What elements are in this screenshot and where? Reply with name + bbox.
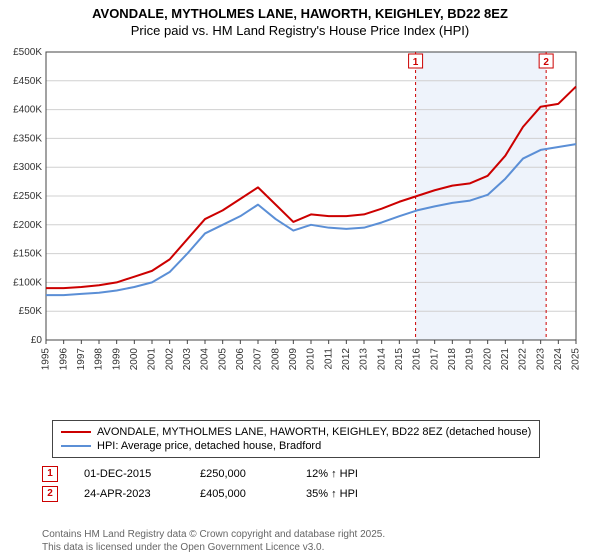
title-line-1: AVONDALE, MYTHOLMES LANE, HAWORTH, KEIGH… [0, 6, 600, 23]
svg-text:2020: 2020 [482, 348, 493, 371]
svg-text:2010: 2010 [306, 348, 317, 371]
svg-text:2003: 2003 [182, 348, 193, 371]
legend-label: AVONDALE, MYTHOLMES LANE, HAWORTH, KEIGH… [97, 426, 531, 438]
svg-text:2021: 2021 [500, 348, 511, 371]
svg-text:1: 1 [413, 57, 419, 68]
annotation-pct: 12% ↑ HPI [306, 468, 358, 480]
svg-text:£400K: £400K [13, 105, 42, 116]
svg-text:1999: 1999 [111, 348, 122, 371]
svg-text:£50K: £50K [19, 306, 43, 317]
svg-text:1996: 1996 [58, 348, 69, 371]
svg-text:2006: 2006 [235, 348, 246, 371]
svg-text:£0: £0 [31, 335, 43, 346]
annotation-pct: 35% ↑ HPI [306, 488, 358, 500]
svg-text:£350K: £350K [13, 133, 42, 144]
chart-svg: 1995 1996 1997 1998 1999 2000 2001 2002 2003 2004… [42, 48, 582, 378]
svg-text:1997: 1997 [76, 348, 87, 371]
svg-text:2015: 2015 [394, 348, 405, 371]
svg-text:£500K: £500K [13, 47, 42, 58]
svg-text:£250K: £250K [13, 191, 42, 202]
annotation-price: £250,000 [200, 468, 280, 480]
svg-text:2: 2 [543, 57, 549, 68]
svg-text:2005: 2005 [217, 348, 228, 371]
legend-swatch [61, 445, 91, 447]
title-line-2: Price paid vs. HM Land Registry's House … [0, 23, 600, 40]
annotation-row: 2 24-APR-2023 £405,000 35% ↑ HPI [42, 484, 358, 504]
legend-item: AVONDALE, MYTHOLMES LANE, HAWORTH, KEIGH… [61, 425, 531, 439]
chart-title: AVONDALE, MYTHOLMES LANE, HAWORTH, KEIGH… [0, 0, 600, 40]
svg-text:2007: 2007 [253, 348, 264, 371]
svg-text:2023: 2023 [535, 348, 546, 371]
svg-text:2018: 2018 [447, 348, 458, 371]
annotation-row: 1 01-DEC-2015 £250,000 12% ↑ HPI [42, 464, 358, 484]
svg-text:2008: 2008 [270, 348, 281, 371]
legend-label: HPI: Average price, detached house, Brad… [97, 440, 321, 452]
svg-text:2025: 2025 [571, 348, 582, 371]
svg-text:2002: 2002 [164, 348, 175, 371]
svg-text:2009: 2009 [288, 348, 299, 371]
svg-text:2012: 2012 [341, 348, 352, 371]
svg-text:2004: 2004 [200, 348, 211, 371]
svg-text:2017: 2017 [429, 348, 440, 371]
svg-text:1998: 1998 [94, 348, 105, 371]
svg-text:£450K: £450K [13, 76, 42, 87]
annotation-table: 1 01-DEC-2015 £250,000 12% ↑ HPI 2 24-AP… [42, 464, 358, 504]
annotation-price: £405,000 [200, 488, 280, 500]
footnote-line: Contains HM Land Registry data © Crown c… [42, 528, 385, 541]
svg-text:£100K: £100K [13, 277, 42, 288]
annotation-date: 01-DEC-2015 [84, 468, 174, 480]
footnote: Contains HM Land Registry data © Crown c… [42, 528, 385, 554]
footnote-line: This data is licensed under the Open Gov… [42, 541, 385, 554]
annotation-date: 24-APR-2023 [84, 488, 174, 500]
svg-text:2000: 2000 [129, 348, 140, 371]
svg-text:2024: 2024 [553, 348, 564, 371]
chart-legend: AVONDALE, MYTHOLMES LANE, HAWORTH, KEIGH… [52, 420, 540, 458]
svg-text:£300K: £300K [13, 162, 42, 173]
annotation-marker: 1 [42, 466, 58, 482]
svg-text:2022: 2022 [518, 348, 529, 371]
svg-text:1995: 1995 [41, 348, 52, 371]
chart-container: AVONDALE, MYTHOLMES LANE, HAWORTH, KEIGH… [0, 0, 600, 560]
chart-plot-area: 1995 1996 1997 1998 1999 2000 2001 2002 2003 2004… [42, 48, 582, 378]
svg-text:2014: 2014 [376, 348, 387, 371]
svg-text:2011: 2011 [323, 348, 334, 370]
svg-text:2019: 2019 [465, 348, 476, 371]
legend-item: HPI: Average price, detached house, Brad… [61, 439, 531, 453]
annotation-marker: 2 [42, 486, 58, 502]
svg-text:2016: 2016 [412, 348, 423, 371]
svg-text:2013: 2013 [359, 348, 370, 371]
legend-swatch [61, 431, 91, 433]
svg-text:£200K: £200K [13, 220, 42, 231]
svg-text:£150K: £150K [13, 249, 42, 260]
svg-text:2001: 2001 [147, 348, 158, 371]
